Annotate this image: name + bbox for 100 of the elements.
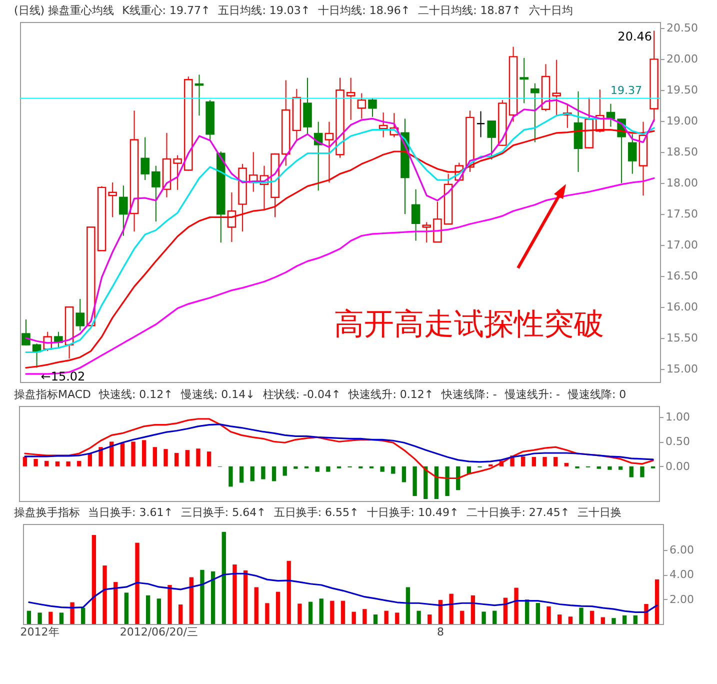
y-tick-label: 16.00	[666, 300, 698, 314]
bar	[243, 570, 248, 624]
bar	[319, 598, 324, 624]
candlestick	[368, 98, 377, 118]
bar	[352, 612, 356, 624]
y-tick-label: 19.00	[666, 114, 698, 128]
bar	[340, 600, 346, 624]
bar	[66, 461, 70, 466]
bar	[55, 461, 60, 466]
bar	[536, 603, 540, 624]
bar	[596, 466, 601, 469]
y-tick-label: 17.00	[666, 238, 698, 252]
bar	[618, 466, 623, 470]
x-tick-label: 2012年	[20, 626, 60, 638]
bar	[438, 600, 443, 624]
bar	[239, 466, 244, 483]
text: 五日均线: 19.03↑	[218, 4, 310, 17]
bar	[152, 447, 157, 466]
bar	[48, 612, 53, 624]
bar	[654, 579, 660, 624]
bar	[261, 466, 266, 480]
bar	[81, 608, 86, 624]
bar	[174, 453, 179, 466]
text: 操盘指标MACD	[14, 388, 91, 401]
bar	[608, 466, 612, 470]
text: 三日换手: 5.64↑	[180, 506, 266, 519]
candlestick	[303, 77, 312, 134]
y-tick-label: 15.00	[666, 362, 698, 376]
bar	[412, 466, 417, 496]
bar	[402, 466, 406, 482]
candlestick	[108, 182, 117, 218]
line-series	[24, 424, 654, 463]
bar	[272, 466, 276, 482]
bar	[185, 450, 190, 466]
bar	[546, 606, 551, 624]
bar	[124, 592, 129, 624]
bar	[38, 612, 42, 624]
bar	[294, 466, 298, 469]
ref-line-label: 19.37	[610, 84, 642, 98]
y-tick-label: 18.00	[666, 176, 698, 190]
candlestick	[173, 154, 182, 190]
bar	[395, 612, 400, 624]
bar	[640, 466, 644, 478]
bar	[131, 442, 136, 466]
bar	[380, 466, 384, 472]
bar	[633, 615, 638, 624]
bar	[110, 442, 114, 466]
bar	[492, 610, 497, 624]
bar	[503, 598, 508, 624]
bar	[146, 595, 150, 624]
text: 高开高走试探性突破	[334, 306, 604, 344]
bar	[564, 462, 568, 466]
y-tick-label: 17.50	[666, 208, 698, 221]
bar	[70, 602, 74, 624]
y-tick-label: 20.00	[666, 52, 698, 66]
bar	[525, 600, 530, 624]
candlestick	[378, 112, 388, 138]
y-tick-label: 2.00	[670, 592, 694, 606]
text: 五日换手: 6.55↑	[274, 506, 359, 519]
y-tick-label: 0.00	[666, 460, 690, 473]
bar	[553, 456, 558, 466]
candlestick	[628, 134, 637, 174]
bar	[579, 608, 584, 624]
y-tick-label: 1.00	[666, 410, 690, 424]
bar	[164, 449, 168, 466]
bar	[521, 456, 526, 466]
bar	[308, 602, 313, 624]
bar	[178, 604, 183, 624]
bar	[276, 592, 280, 624]
text: 快速线降: -	[442, 388, 497, 401]
y-tick-label: 19.50	[666, 84, 698, 97]
text: 六十日均	[528, 4, 573, 17]
bar	[88, 454, 92, 466]
x-tick-label: 2012/06/20/三	[120, 626, 198, 638]
bar	[282, 466, 287, 476]
annotation: 20.46	[618, 30, 652, 44]
bar	[254, 587, 258, 624]
bar	[590, 610, 594, 624]
candlestick	[422, 222, 432, 244]
candlestick	[487, 120, 496, 160]
text: 二十日均线: 18.87↑	[418, 4, 521, 17]
candlestick	[411, 188, 420, 242]
text: 操盘换手指标	[14, 506, 80, 519]
text: 十日换手: 10.49↑	[366, 506, 459, 519]
bar	[26, 610, 32, 624]
candlestick	[552, 59, 561, 116]
bar	[222, 532, 226, 624]
bar	[434, 466, 439, 500]
y-tick-label: 15.50	[666, 332, 698, 345]
bar	[250, 466, 254, 482]
bar	[362, 609, 367, 624]
bar	[600, 617, 605, 624]
candlestick	[119, 185, 128, 236]
bar	[445, 466, 450, 496]
y-tick-label: 18.50	[666, 146, 698, 159]
bar	[196, 448, 200, 466]
bar	[114, 582, 118, 624]
bar	[34, 458, 38, 466]
candlestick	[433, 201, 442, 243]
candlestick	[357, 92, 366, 120]
